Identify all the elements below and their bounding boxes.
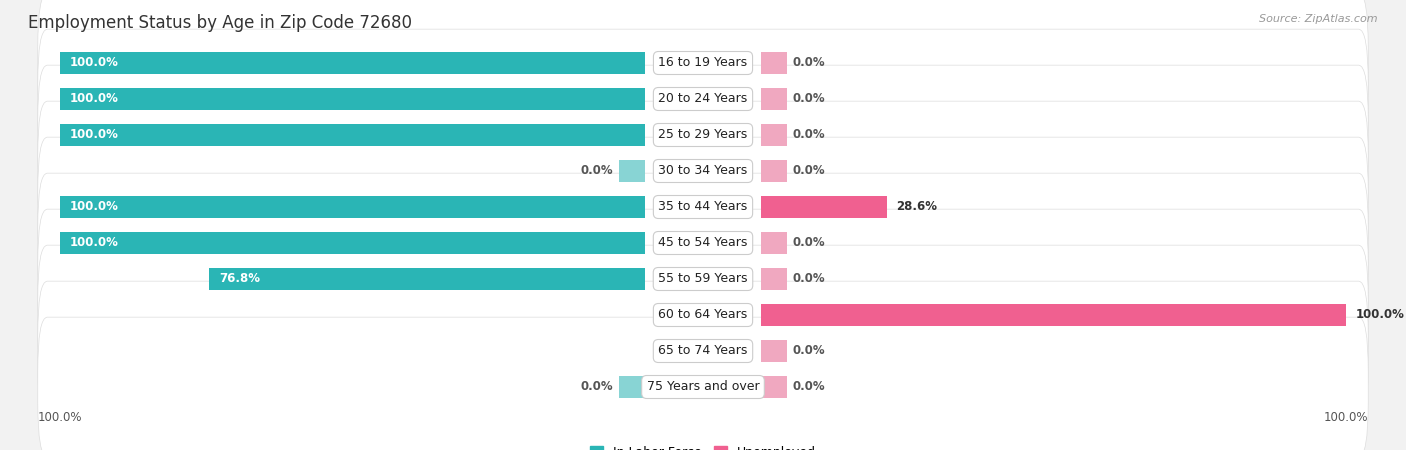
Text: 55 to 59 Years: 55 to 59 Years <box>658 273 748 285</box>
FancyBboxPatch shape <box>38 65 1368 205</box>
FancyBboxPatch shape <box>38 137 1368 277</box>
Bar <box>60 232 645 254</box>
Text: 60 to 64 Years: 60 to 64 Years <box>658 309 748 321</box>
Bar <box>620 160 645 182</box>
Bar <box>761 304 1346 326</box>
Bar <box>761 268 786 290</box>
Bar <box>209 268 645 290</box>
Text: Employment Status by Age in Zip Code 72680: Employment Status by Age in Zip Code 726… <box>28 14 412 32</box>
Text: 0.0%: 0.0% <box>793 381 825 393</box>
FancyBboxPatch shape <box>38 101 1368 241</box>
FancyBboxPatch shape <box>38 0 1368 133</box>
FancyBboxPatch shape <box>38 173 1368 313</box>
Text: 0.0%: 0.0% <box>793 345 825 357</box>
Text: 0.0%: 0.0% <box>793 57 825 69</box>
Bar <box>761 196 887 218</box>
Text: 28.6%: 28.6% <box>897 201 938 213</box>
Bar <box>60 88 645 110</box>
Bar <box>60 52 645 74</box>
Text: 0.0%: 0.0% <box>581 165 613 177</box>
Bar <box>761 160 786 182</box>
Text: 16 to 19 Years: 16 to 19 Years <box>658 57 748 69</box>
Text: 100.0%: 100.0% <box>70 201 118 213</box>
Legend: In Labor Force, Unemployed: In Labor Force, Unemployed <box>585 441 821 450</box>
Text: 0.0%: 0.0% <box>793 165 825 177</box>
Text: 30 to 34 Years: 30 to 34 Years <box>658 165 748 177</box>
Bar <box>761 88 786 110</box>
Text: 100.0%: 100.0% <box>1355 309 1405 321</box>
Bar <box>620 376 645 398</box>
FancyBboxPatch shape <box>38 245 1368 385</box>
Text: 76.8%: 76.8% <box>219 273 260 285</box>
Text: Source: ZipAtlas.com: Source: ZipAtlas.com <box>1260 14 1378 23</box>
Text: 45 to 54 Years: 45 to 54 Years <box>658 237 748 249</box>
FancyBboxPatch shape <box>38 317 1368 450</box>
Text: 0.0%: 0.0% <box>793 129 825 141</box>
FancyBboxPatch shape <box>38 281 1368 421</box>
Text: 6.0%: 6.0% <box>673 309 707 321</box>
Text: 0.0%: 0.0% <box>581 381 613 393</box>
Text: 0.0%: 0.0% <box>793 237 825 249</box>
Bar <box>761 124 786 146</box>
Text: 25 to 29 Years: 25 to 29 Years <box>658 129 748 141</box>
Bar <box>60 124 645 146</box>
Text: 100.0%: 100.0% <box>70 237 118 249</box>
FancyBboxPatch shape <box>38 209 1368 349</box>
Bar <box>761 232 786 254</box>
FancyBboxPatch shape <box>38 29 1368 169</box>
Text: 100.0%: 100.0% <box>70 129 118 141</box>
Text: 75 Years and over: 75 Years and over <box>647 381 759 393</box>
Text: 35 to 44 Years: 35 to 44 Years <box>658 201 748 213</box>
Bar <box>761 376 786 398</box>
Text: 20 to 24 Years: 20 to 24 Years <box>658 93 748 105</box>
Bar <box>761 52 786 74</box>
Text: 100.0%: 100.0% <box>70 57 118 69</box>
Bar <box>60 196 645 218</box>
Text: 100.0%: 100.0% <box>70 93 118 105</box>
Bar <box>761 340 786 362</box>
Text: 0.0%: 0.0% <box>793 93 825 105</box>
Text: 0.0%: 0.0% <box>793 273 825 285</box>
Text: 4.7%: 4.7% <box>682 345 716 357</box>
Text: 65 to 74 Years: 65 to 74 Years <box>658 345 748 357</box>
